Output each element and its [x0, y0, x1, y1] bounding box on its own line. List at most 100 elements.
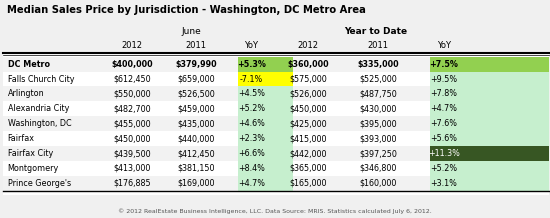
Text: +3.1%: +3.1% [431, 179, 457, 188]
FancyBboxPatch shape [238, 131, 293, 146]
FancyBboxPatch shape [238, 161, 293, 176]
FancyBboxPatch shape [430, 87, 549, 101]
Text: $442,000: $442,000 [289, 149, 327, 158]
Text: +4.5%: +4.5% [238, 89, 265, 98]
FancyBboxPatch shape [430, 57, 549, 72]
FancyBboxPatch shape [3, 161, 549, 176]
Text: YoY: YoY [437, 41, 451, 50]
Text: Washington, DC: Washington, DC [8, 119, 72, 128]
Text: 2012: 2012 [122, 41, 142, 50]
Text: $412,450: $412,450 [178, 149, 215, 158]
Text: +5.2%: +5.2% [430, 164, 458, 173]
Text: +7.8%: +7.8% [430, 89, 458, 98]
FancyBboxPatch shape [238, 57, 293, 72]
Text: +6.6%: +6.6% [238, 149, 265, 158]
Text: $459,000: $459,000 [178, 104, 215, 113]
Text: $169,000: $169,000 [178, 179, 215, 188]
FancyBboxPatch shape [3, 101, 549, 116]
Text: $575,000: $575,000 [289, 75, 327, 83]
Text: +5.6%: +5.6% [430, 134, 458, 143]
Text: $440,000: $440,000 [178, 134, 215, 143]
Text: $335,000: $335,000 [357, 60, 399, 69]
FancyBboxPatch shape [238, 176, 293, 191]
Text: DC Metro: DC Metro [8, 60, 50, 69]
Text: +8.4%: +8.4% [238, 164, 265, 173]
Text: $487,750: $487,750 [359, 89, 397, 98]
Text: $415,000: $415,000 [289, 134, 327, 143]
Text: Alexandria City: Alexandria City [8, 104, 69, 113]
Text: June: June [182, 27, 201, 36]
FancyBboxPatch shape [238, 146, 293, 161]
Text: $393,000: $393,000 [359, 134, 397, 143]
Text: $365,000: $365,000 [289, 164, 327, 173]
Text: $397,250: $397,250 [359, 149, 397, 158]
Text: $395,000: $395,000 [359, 119, 397, 128]
Text: $165,000: $165,000 [289, 179, 327, 188]
Text: YoY: YoY [244, 41, 258, 50]
Text: +7.5%: +7.5% [430, 60, 458, 69]
Text: $482,700: $482,700 [113, 104, 151, 113]
Text: $525,000: $525,000 [359, 75, 397, 83]
FancyBboxPatch shape [3, 53, 549, 195]
FancyBboxPatch shape [238, 101, 293, 116]
Text: $176,885: $176,885 [113, 179, 151, 188]
Text: Prince George's: Prince George's [8, 179, 71, 188]
Text: -7.1%: -7.1% [240, 75, 263, 83]
FancyBboxPatch shape [3, 131, 549, 146]
FancyBboxPatch shape [430, 72, 549, 87]
Text: $526,000: $526,000 [289, 89, 327, 98]
FancyBboxPatch shape [3, 116, 549, 131]
Text: +7.6%: +7.6% [430, 119, 458, 128]
Text: $400,000: $400,000 [111, 60, 153, 69]
FancyBboxPatch shape [238, 116, 293, 131]
Text: 2011: 2011 [367, 41, 388, 50]
Text: Montgomery: Montgomery [8, 164, 59, 173]
FancyBboxPatch shape [3, 87, 549, 101]
Text: Median Sales Price by Jurisdiction - Washington, DC Metro Area: Median Sales Price by Jurisdiction - Was… [7, 5, 366, 15]
Text: +5.2%: +5.2% [238, 104, 265, 113]
Text: 2012: 2012 [298, 41, 318, 50]
Text: © 2012 RealEstate Business Intelligence, LLC. Data Source: MRIS. Statistics calc: © 2012 RealEstate Business Intelligence,… [118, 208, 432, 214]
FancyBboxPatch shape [3, 176, 549, 191]
Text: $413,000: $413,000 [113, 164, 151, 173]
Text: Falls Church City: Falls Church City [8, 75, 74, 83]
FancyBboxPatch shape [3, 146, 549, 161]
Text: $379,990: $379,990 [175, 60, 217, 69]
FancyBboxPatch shape [238, 72, 293, 87]
FancyBboxPatch shape [430, 131, 549, 146]
Text: +11.3%: +11.3% [428, 149, 460, 158]
Text: $435,000: $435,000 [178, 119, 215, 128]
FancyBboxPatch shape [430, 161, 549, 176]
Text: +9.5%: +9.5% [430, 75, 458, 83]
Text: $425,000: $425,000 [289, 119, 327, 128]
FancyBboxPatch shape [430, 116, 549, 131]
FancyBboxPatch shape [430, 146, 549, 161]
Text: $550,000: $550,000 [113, 89, 151, 98]
Text: +2.3%: +2.3% [238, 134, 265, 143]
Text: +4.6%: +4.6% [238, 119, 265, 128]
Text: +4.7%: +4.7% [238, 179, 265, 188]
FancyBboxPatch shape [430, 101, 549, 116]
Text: +5.3%: +5.3% [237, 60, 266, 69]
Text: $659,000: $659,000 [178, 75, 215, 83]
Text: $439,500: $439,500 [113, 149, 151, 158]
Text: $526,500: $526,500 [178, 89, 215, 98]
Text: Fairfax: Fairfax [8, 134, 35, 143]
FancyBboxPatch shape [3, 72, 549, 87]
Text: Fairfax City: Fairfax City [8, 149, 53, 158]
Text: 2011: 2011 [186, 41, 207, 50]
Text: $450,000: $450,000 [289, 104, 327, 113]
Text: $160,000: $160,000 [359, 179, 397, 188]
Text: $360,000: $360,000 [287, 60, 329, 69]
Text: Arlington: Arlington [8, 89, 45, 98]
Text: $612,450: $612,450 [113, 75, 151, 83]
Text: $430,000: $430,000 [359, 104, 397, 113]
Text: $381,150: $381,150 [178, 164, 215, 173]
Text: $346,800: $346,800 [359, 164, 397, 173]
Text: $450,000: $450,000 [113, 134, 151, 143]
Text: $455,000: $455,000 [113, 119, 151, 128]
Text: Year to Date: Year to Date [344, 27, 408, 36]
FancyBboxPatch shape [238, 87, 293, 101]
Text: +4.7%: +4.7% [430, 104, 458, 113]
FancyBboxPatch shape [430, 176, 549, 191]
